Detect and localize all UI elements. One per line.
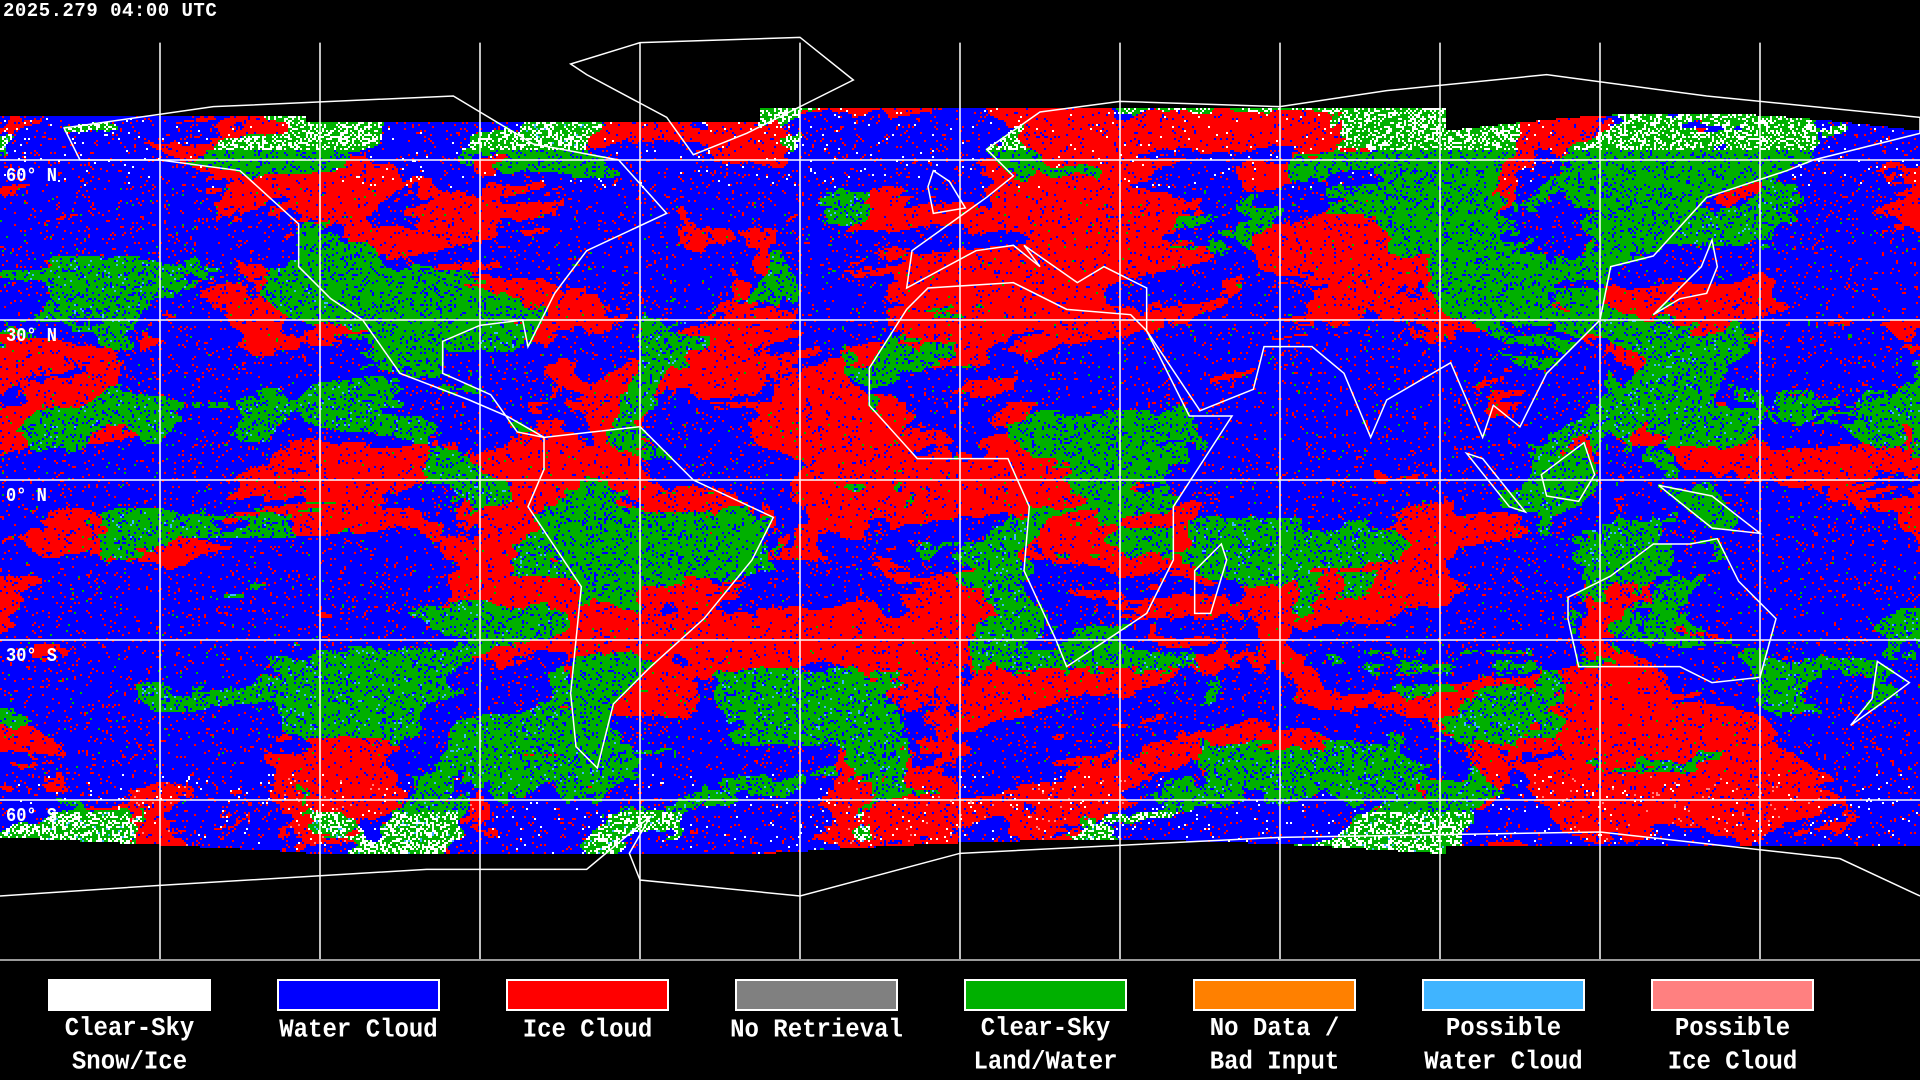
coastline-madagascar [1193, 542, 1228, 615]
coastline-sumatra [1464, 451, 1528, 514]
lat-label-0: 0° N [6, 485, 47, 508]
legend-label: Clear-Sky Snow/Ice [64, 1014, 195, 1078]
legend-label: Possible Ice Cloud [1667, 1014, 1798, 1078]
coastline-greenland [568, 36, 855, 156]
legend-label: Ice Cloud [522, 1015, 653, 1046]
coastline-borneo [1540, 441, 1596, 503]
map-border [0, 959, 1920, 961]
legend-label: Clear-Sky Land/Water [973, 1014, 1118, 1078]
coastline-japan [1652, 237, 1719, 316]
coastline-north-america [62, 95, 668, 439]
coastline-eurasia [905, 73, 1920, 440]
legend-item-ice-cloud: Ice Cloud [473, 979, 702, 1046]
legend-label: No Retrieval [730, 1015, 903, 1046]
legend-item-no-data-bad-input: No Data / Bad Input [1160, 979, 1389, 1077]
legend: Clear-Sky Snow/Ice Water Cloud Ice Cloud… [0, 961, 1920, 1080]
legend-swatch [735, 979, 898, 1011]
lat-label-60n: 60° N [6, 165, 58, 188]
legend-swatch [1422, 979, 1585, 1011]
legend-item-possible-ice-cloud: Possible Ice Cloud [1618, 979, 1847, 1077]
cloud-phase-map: 2025.279 04:00 UTC 60° N 30° N 0° N 30° … [0, 0, 1920, 960]
coastline-africa [868, 281, 1234, 668]
legend-label: Possible Water Cloud [1424, 1014, 1583, 1078]
legend-item-clear-sky-land-water: Clear-Sky Land/Water [931, 979, 1160, 1077]
coastline-south-america [527, 425, 775, 770]
graticule [0, 42, 1920, 960]
legend-label: No Data / Bad Input [1209, 1014, 1340, 1078]
coastline-australia [1567, 537, 1777, 684]
lat-label-60s: 60° S [6, 805, 58, 828]
legend-swatch [277, 979, 440, 1011]
legend-item-water-cloud: Water Cloud [244, 979, 473, 1046]
legend-swatch [964, 979, 1127, 1011]
map-overlay [0, 36, 1920, 960]
lat-label-30s: 30° S [6, 645, 58, 668]
lat-label-30n: 30° N [6, 325, 58, 348]
legend-swatch [48, 979, 211, 1011]
timestamp: 2025.279 04:00 UTC [3, 0, 218, 22]
legend-swatch [1193, 979, 1356, 1011]
legend-item-possible-water-cloud: Possible Water Cloud [1389, 979, 1618, 1077]
legend-item-clear-sky-snow-ice: Clear-Sky Snow/Ice [15, 979, 244, 1077]
legend-swatch [1651, 979, 1814, 1011]
coastline-new-zealand [1850, 660, 1911, 726]
legend-swatch [506, 979, 669, 1011]
coastline-new-guinea [1658, 484, 1763, 535]
legend-item-no-retrieval: No Retrieval [702, 979, 931, 1046]
legend-label: Water Cloud [279, 1015, 438, 1046]
